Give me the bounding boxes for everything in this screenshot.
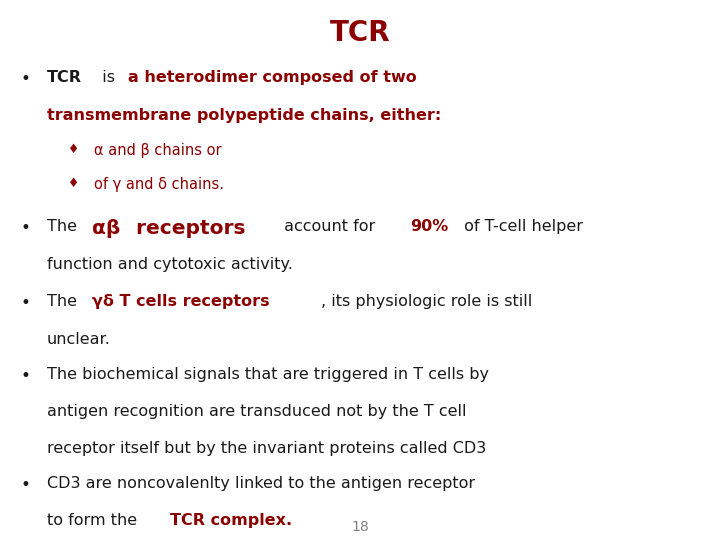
Text: 18: 18	[351, 519, 369, 534]
Text: transmembrane polypeptide chains, either:: transmembrane polypeptide chains, either…	[47, 108, 441, 123]
Text: γδ T cells receptors: γδ T cells receptors	[92, 294, 270, 309]
Text: •: •	[20, 367, 30, 385]
Text: account for: account for	[279, 219, 380, 234]
Text: of γ and δ chains.: of γ and δ chains.	[94, 177, 224, 192]
Text: is: is	[92, 70, 120, 85]
Text: The: The	[47, 294, 82, 309]
Text: TCR complex.: TCR complex.	[170, 513, 292, 528]
Text: unclear.: unclear.	[47, 332, 111, 347]
Text: antigen recognition are transduced not by the T cell: antigen recognition are transduced not b…	[47, 404, 467, 419]
Text: receptor itself but by the invariant proteins called CD3: receptor itself but by the invariant pro…	[47, 441, 486, 456]
Text: a heterodimer composed of two: a heterodimer composed of two	[128, 70, 417, 85]
Text: α and β chains or: α and β chains or	[94, 143, 221, 158]
Text: αβ: αβ	[92, 219, 120, 238]
Text: TCR: TCR	[330, 19, 390, 47]
Text: 90%: 90%	[410, 219, 448, 234]
Text: •: •	[20, 219, 30, 237]
Text: •: •	[20, 70, 30, 88]
Text: TCR: TCR	[47, 70, 82, 85]
Text: CD3 are noncovalenlty linked to the antigen receptor: CD3 are noncovalenlty linked to the anti…	[47, 476, 475, 491]
Text: •: •	[20, 294, 30, 312]
Text: ♦: ♦	[68, 177, 80, 190]
Text: ♦: ♦	[68, 143, 80, 156]
Text: The biochemical signals that are triggered in T cells by: The biochemical signals that are trigger…	[47, 367, 489, 382]
Text: , its physiologic role is still: , its physiologic role is still	[321, 294, 533, 309]
Text: •: •	[20, 476, 30, 494]
Text: receptors: receptors	[129, 219, 246, 238]
Text: The: The	[47, 219, 82, 234]
Text: to form the: to form the	[47, 513, 142, 528]
Text: function and cytotoxic activity.: function and cytotoxic activity.	[47, 256, 292, 272]
Text: of T-cell helper: of T-cell helper	[459, 219, 583, 234]
